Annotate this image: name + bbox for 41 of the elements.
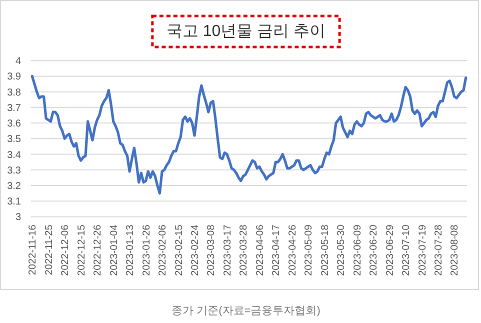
y-tick-label: 3 (15, 212, 22, 224)
x-tick-label: 2023-05-30 (336, 224, 348, 276)
x-tick-label: 2023-03-08 (206, 224, 218, 276)
x-tick-label: 2023-04-17 (271, 224, 282, 276)
y-tick-label: 3.4 (7, 150, 22, 161)
x-tick-label: 2023-03-17 (222, 224, 234, 276)
chart-title: 국고 10년물 금리 추이 (166, 23, 326, 40)
y-tick-label: 3.3 (7, 165, 22, 176)
x-tick-label: 2023-02-06 (158, 224, 169, 276)
x-tick-label: 2023-01-26 (141, 224, 152, 276)
y-tick-label: 3.9 (7, 72, 22, 83)
y-tick-label: 4 (15, 56, 22, 68)
x-tick-label: 2023-05-09 (304, 224, 315, 276)
x-tick-label: 2022-12-15 (76, 224, 88, 276)
y-tick-label: 3.8 (7, 87, 22, 98)
x-tick-label: 2023-07-19 (417, 224, 428, 276)
y-tick-label: 3.2 (7, 180, 22, 192)
x-tick-label: 2023-01-13 (125, 224, 136, 276)
x-tick-label: 2023-06-29 (384, 224, 396, 276)
x-tick-label: 2023-05-18 (320, 224, 331, 276)
y-tick-label: 3.5 (7, 134, 22, 146)
x-tick-label: 2023-06-20 (368, 224, 380, 276)
x-tick-label: 2023-08-08 (450, 224, 461, 276)
x-tick-label: 2022-11-25 (44, 224, 55, 276)
x-tick-label: 2023-07-28 (434, 224, 445, 276)
x-tick-label: 2023-04-26 (287, 224, 298, 276)
x-tick-label: 2023-01-04 (108, 224, 120, 276)
y-tick-label: 3.6 (7, 118, 22, 130)
x-tick-label: 2023-03-28 (238, 224, 250, 276)
x-tick-label: 2022-11-16 (28, 224, 39, 276)
x-tick-label: 2022-12-26 (92, 224, 104, 276)
y-tick-label: 3.7 (7, 102, 22, 114)
x-tick-label: 2023-06-09 (352, 224, 364, 276)
x-tick-label: 2023-02-15 (174, 224, 185, 276)
text: 종가 기준(자료=금융투자협회) (172, 305, 320, 317)
line-series (30, 74, 468, 195)
x-tick-label: 2023-02-24 (190, 224, 201, 276)
x-tick-label: 2022-12-06 (60, 224, 72, 276)
y-tick-label: 3.1 (7, 196, 22, 208)
x-tick-label: 2023-07-10 (401, 224, 412, 276)
x-tick-label: 2023-04-06 (254, 224, 266, 276)
